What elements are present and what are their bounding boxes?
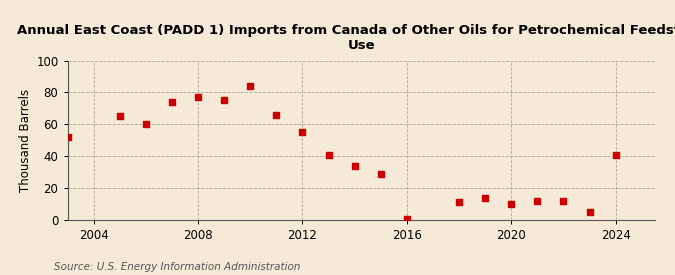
Text: Source: U.S. Energy Information Administration: Source: U.S. Energy Information Administ…: [54, 262, 300, 272]
Title: Annual East Coast (PADD 1) Imports from Canada of Other Oils for Petrochemical F: Annual East Coast (PADD 1) Imports from …: [17, 24, 675, 53]
Point: [506, 202, 516, 206]
Point: [402, 217, 412, 221]
Point: [219, 98, 230, 103]
Point: [192, 95, 203, 99]
Point: [349, 164, 360, 168]
Point: [558, 199, 569, 203]
Point: [584, 210, 595, 214]
Point: [375, 172, 386, 176]
Point: [610, 152, 621, 157]
Point: [62, 135, 73, 139]
Point: [532, 199, 543, 203]
Point: [480, 196, 491, 200]
Y-axis label: Thousand Barrels: Thousand Barrels: [19, 89, 32, 192]
Point: [271, 112, 281, 117]
Point: [297, 130, 308, 134]
Point: [167, 100, 178, 104]
Point: [454, 200, 464, 205]
Point: [323, 152, 334, 157]
Point: [140, 122, 151, 127]
Point: [114, 114, 125, 119]
Point: [245, 84, 256, 88]
